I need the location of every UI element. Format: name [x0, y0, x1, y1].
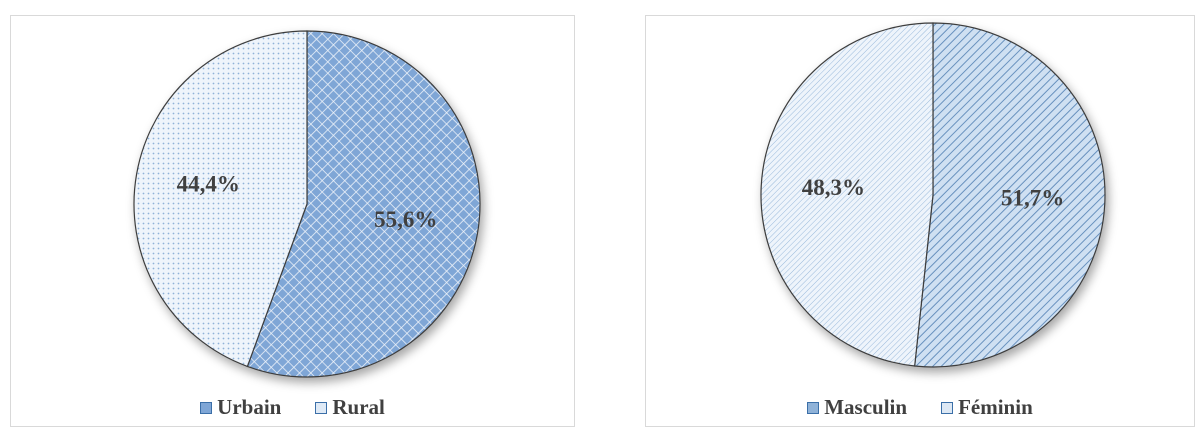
legend-label-rural: Rural — [332, 395, 385, 419]
pie-slices — [133, 30, 481, 378]
legend-label-masculin: Masculin — [824, 395, 908, 419]
legend-swatch-feminin — [941, 401, 954, 414]
legend-item-rural: Rural — [315, 395, 385, 420]
legend-item-urbain: Urbain — [200, 395, 281, 420]
pie-slice-rural — [133, 30, 308, 368]
pie-slices — [760, 22, 1106, 368]
data-label-urbain: 55,6% — [374, 207, 437, 232]
legend-sexe: Masculin Féminin — [646, 395, 1194, 420]
chart-panel-residence: 55,6% 44,4% Urbain Rural — [10, 15, 575, 427]
legend-label-urbain: Urbain — [217, 395, 282, 419]
legend-swatch-rural — [315, 401, 328, 414]
pie-chart-sexe: 51,7% 48,3% — [760, 22, 1106, 368]
data-label-rural: 44,4% — [177, 172, 240, 197]
pie-slice-féminin — [760, 22, 934, 367]
data-label-masculin: 51,7% — [1001, 186, 1064, 211]
legend-label-feminin: Féminin — [958, 395, 1033, 419]
pie-slice-masculin — [914, 22, 1106, 368]
pie-slice-urbain — [246, 30, 481, 378]
chart-panel-sexe: 51,7% 48,3% Masculin Féminin — [645, 15, 1195, 427]
data-label-féminin: 48,3% — [802, 175, 865, 200]
legend-item-feminin: Féminin — [941, 395, 1033, 420]
pie-chart-residence: 55,6% 44,4% — [133, 30, 481, 378]
legend-residence: Urbain Rural — [11, 395, 574, 420]
legend-item-masculin: Masculin — [807, 395, 907, 420]
legend-swatch-urbain — [200, 401, 213, 414]
legend-swatch-masculin — [807, 401, 820, 414]
